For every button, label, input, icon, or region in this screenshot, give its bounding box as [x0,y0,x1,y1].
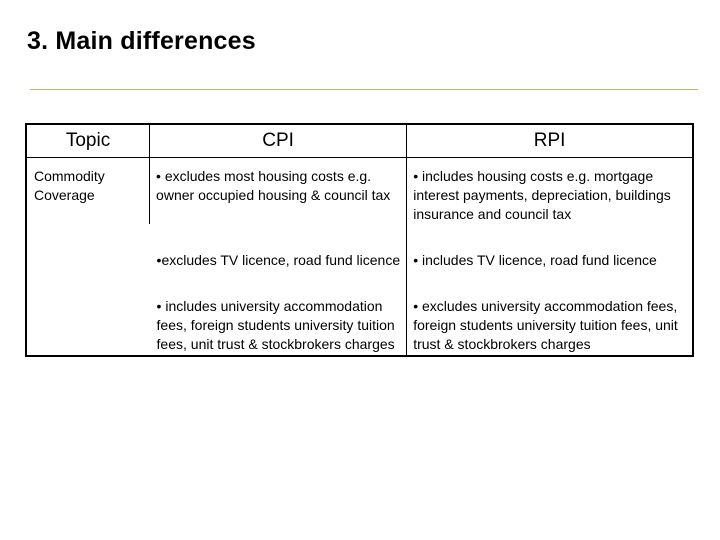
table-row: •excludes TV licence, road fund licence … [26,224,693,270]
header-rpi: RPI [406,124,693,158]
table-row: Commodity Coverage • excludes most housi… [26,157,693,224]
header-cpi: CPI [149,124,407,158]
rpi-cell: • includes TV licence, road fund licence [406,224,693,270]
topic-cell: Commodity Coverage [34,168,105,203]
title-divider [30,89,698,90]
cpi-cell: • includes university accommodation fees… [156,298,395,352]
rpi-cell: • excludes university accommodation fees… [406,270,693,356]
header-row: Topic CPI RPI [26,124,693,158]
cpi-cell: •excludes TV licence, road fund licence [156,252,401,268]
header-topic: Topic [26,124,150,158]
cpi-cell: • excludes most housing costs e.g. owner… [149,157,407,224]
rpi-cell: • includes housing costs e.g. mortgage i… [406,157,693,224]
table-row: • includes university accommodation fees… [26,270,693,356]
slide-title: 3. Main differences [27,27,256,55]
comparison-table: Topic CPI RPI Commodity Coverage • exclu… [25,123,694,357]
